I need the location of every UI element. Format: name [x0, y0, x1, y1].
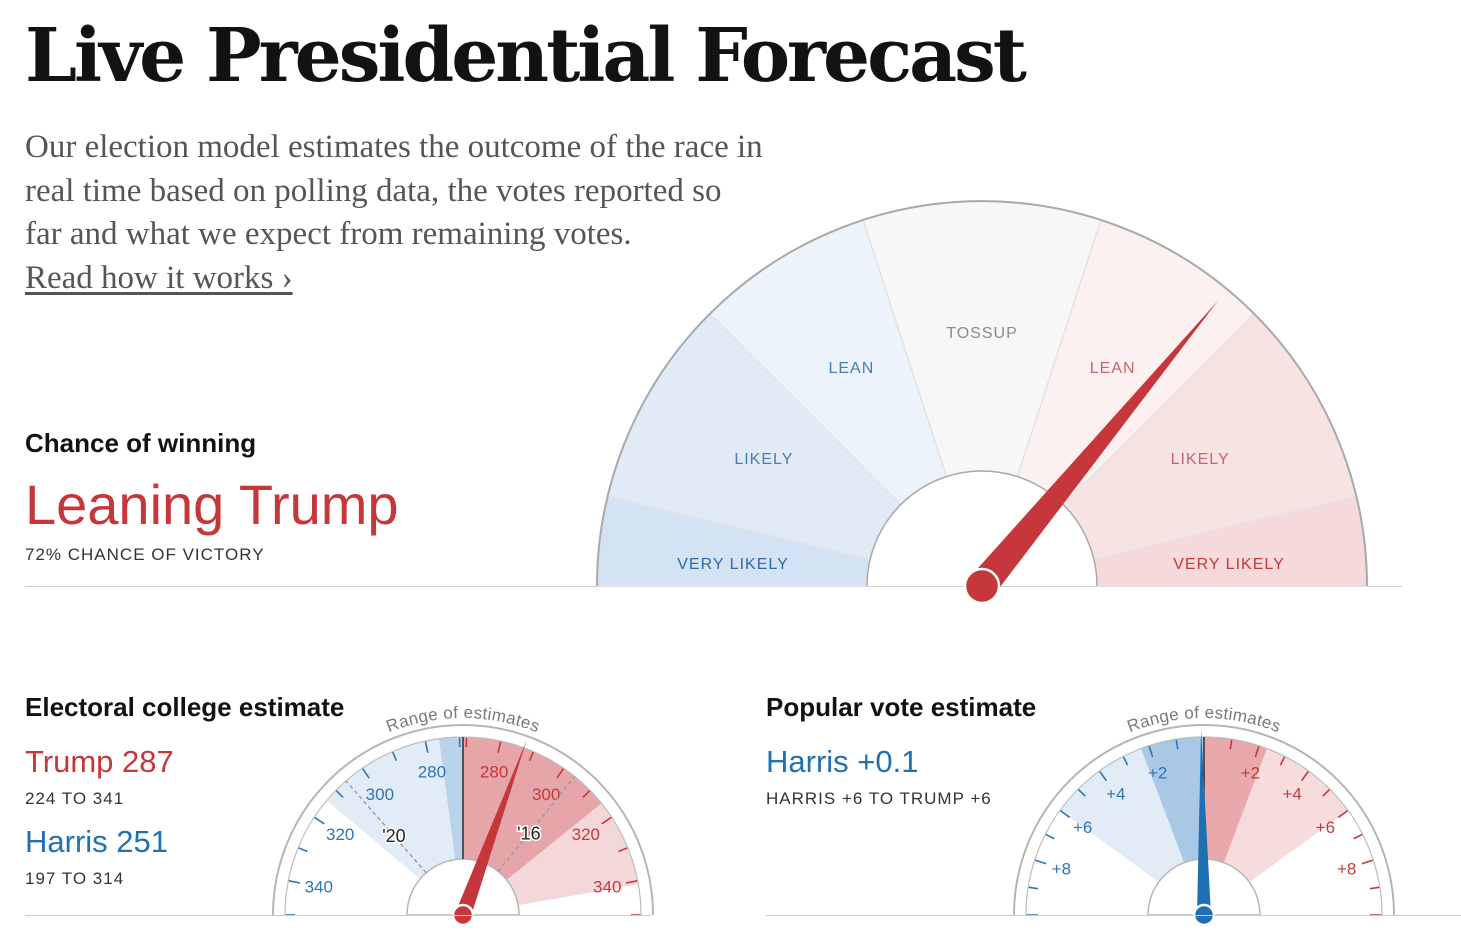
- trump-electoral-range: 224 TO 341: [25, 789, 125, 808]
- gauge-tick: [1034, 859, 1047, 865]
- harris-electoral-estimate: Harris 251: [25, 824, 168, 859]
- gauge-tick: [1300, 770, 1310, 782]
- gauge-tick: [625, 879, 638, 884]
- gauge-tick: [1229, 739, 1233, 750]
- gauge-tick: [1175, 739, 1179, 750]
- gauge-tick-label: +4: [1282, 785, 1301, 804]
- gauge-tick: [1059, 809, 1071, 819]
- electoral-title: Electoral college estimate: [25, 692, 345, 722]
- gauge-tick: [1148, 745, 1154, 758]
- segment-label: LIKELY: [1171, 451, 1230, 468]
- gauge-tick: [618, 846, 629, 853]
- chance-needle: [970, 300, 1218, 596]
- gauge-tick: [1369, 886, 1380, 890]
- gauge-tick-label: 340: [593, 878, 621, 897]
- gauge-tick: [528, 751, 535, 762]
- gauge-tick: [556, 767, 565, 779]
- harris-electoral-range: 197 TO 314: [25, 869, 125, 888]
- gauge-tick: [1028, 886, 1039, 890]
- gauge-tick-label: +6: [1073, 818, 1092, 837]
- trump-core-band: [1204, 737, 1267, 863]
- segment-label: VERY LIKELY: [1173, 556, 1285, 573]
- segment-label: TOSSUP: [946, 325, 1018, 342]
- gauge-tick-label: 320: [326, 825, 354, 844]
- gauge-tick: [1337, 809, 1349, 819]
- gauge-tick: [297, 846, 308, 853]
- gauge-tick-label: +8: [1337, 860, 1356, 879]
- segment-label: LEAN: [828, 360, 874, 377]
- gauge-tick: [1279, 756, 1286, 766]
- gauge-tick: [1322, 788, 1331, 797]
- segment-label: LIKELY: [734, 451, 793, 468]
- segment-label: LEAN: [1090, 360, 1136, 377]
- gauge-tick: [391, 751, 398, 762]
- gauge-tick: [288, 879, 301, 884]
- trump-core-band: [463, 737, 602, 880]
- segment-label: VERY LIKELY: [677, 556, 789, 573]
- gauge-tick: [1045, 833, 1055, 840]
- reference-label: '20: [382, 826, 405, 846]
- harris-range-band: [326, 737, 463, 880]
- gauge-tick: [1361, 859, 1374, 865]
- intro-line: Our election model estimates the outcome…: [25, 129, 763, 165]
- gauge-tick: [1098, 770, 1108, 782]
- gauge-tick: [424, 740, 429, 753]
- gauge-tick: [1353, 833, 1363, 840]
- trump-electoral-estimate: Trump 287: [25, 744, 174, 779]
- gauge-hub: [406, 858, 520, 916]
- gauge-outer-arc: [1013, 724, 1395, 916]
- gauge-tick-label: +4: [1106, 785, 1125, 804]
- popular-headline: Harris +0.1: [766, 744, 919, 779]
- gauge-tick-label: 280: [418, 762, 446, 781]
- gauge-tick-label: 340: [305, 878, 333, 897]
- pv-range-label-text: Range of estimates: [1125, 703, 1284, 736]
- reference-label: '16: [517, 823, 540, 843]
- gauge-tick-label: +8: [1052, 860, 1071, 879]
- ec-needle: [455, 740, 527, 918]
- chance-needle-hub: [963, 567, 1001, 605]
- gauge-tick: [1122, 756, 1129, 766]
- chance-gauge: VERY LIKELY LIKELY LEAN TOSSUP LEAN LIKELY VER…: [596, 200, 1368, 605]
- gauge-tick-label: 300: [532, 785, 560, 804]
- gauge-tick-label: 280: [480, 762, 508, 781]
- chance-subtext: 72% CHANCE OF VICTORY: [25, 545, 265, 564]
- harris-core-band: [1141, 737, 1204, 863]
- pv-needle: [1197, 729, 1211, 916]
- gauge-tick-label: 320: [572, 825, 600, 844]
- gauge-tick-label: +2: [1148, 763, 1167, 782]
- gauge-tick: [361, 767, 370, 779]
- gauge-tick-label: +6: [1316, 818, 1335, 837]
- gauge-tick: [1254, 745, 1260, 758]
- popular-title: Popular vote estimate: [766, 692, 1037, 722]
- harris-core-band: [438, 737, 463, 860]
- intro-paragraph: Our election model estimates the outcome…: [25, 126, 815, 300]
- reference-line: [345, 780, 427, 874]
- chance-label: Chance of winning: [25, 428, 257, 458]
- gauge-tick-label: +2: [1241, 763, 1260, 782]
- read-how-it-works-link[interactable]: Read how it works ›: [25, 259, 293, 296]
- gauge-tick: [601, 816, 613, 825]
- gauge-tick-label: 300: [366, 785, 394, 804]
- popular-range: HARRIS +6 TO TRUMP +6: [766, 789, 992, 808]
- gauge-tick: [582, 789, 591, 798]
- gauge-tick: [1077, 788, 1086, 797]
- gauge-tick: [313, 816, 325, 825]
- pv-range-label: Range of estimates: [1125, 703, 1284, 736]
- divider: [25, 915, 651, 916]
- intro-line: far and what we expect from remaining vo…: [25, 216, 632, 252]
- chance-headline: Leaning Trump: [25, 473, 399, 536]
- gauge-outline: [596, 200, 1368, 587]
- reference-line: [497, 776, 576, 872]
- intro-line: real time based on polling data, the vot…: [25, 172, 722, 209]
- divider: [766, 915, 1461, 916]
- gauge-tick: [497, 740, 502, 753]
- page-title: Live Presidential Forecast: [25, 13, 1027, 99]
- gauge-tick: [335, 789, 344, 798]
- gauge-outer-arc: [272, 724, 654, 916]
